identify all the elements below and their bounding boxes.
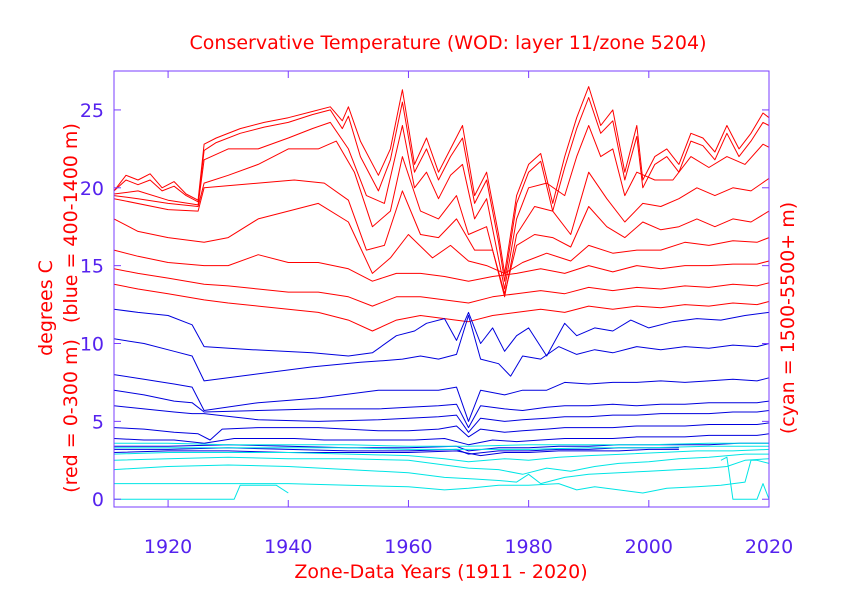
y-tick-label-10: 10	[80, 334, 104, 356]
plot-frame	[113, 70, 770, 508]
series-line-blue-4	[113, 389, 770, 429]
right-axis-label: (cyan = 1500-5500+ m)	[777, 202, 799, 434]
series-line-red-5	[113, 179, 770, 295]
x-tick-label-1960: 1960	[384, 536, 432, 558]
y-axis-label-split: (red = 0-300 m) (blue = 400-1400 m)	[60, 123, 82, 493]
series-line-cyan-2	[114, 445, 769, 450]
y-tick-label-20: 20	[80, 178, 104, 200]
series-line-blue-6	[113, 422, 770, 441]
series-line-cyan-8	[720, 456, 770, 500]
x-axis-label: Zone-Data Years (1911 - 2020)	[294, 561, 587, 583]
y-tick-label-0: 0	[92, 489, 104, 511]
x-tick-label-1920: 1920	[144, 536, 192, 558]
y-axis-label-red: (red = 0-300 m)	[60, 339, 82, 493]
series-line-cyan-6	[114, 459, 770, 494]
series-line-blue-1	[113, 308, 770, 357]
y-axis-label-blue: (blue = 400-1400 m)	[60, 123, 82, 323]
series-line-cyan-4	[113, 453, 769, 475]
y-tick-label-5: 5	[92, 411, 104, 433]
series-line-red-7	[113, 249, 770, 282]
series-line-red-2	[113, 97, 770, 282]
y-tick-label-15: 15	[80, 256, 104, 278]
series-line-blue-10	[113, 448, 679, 457]
series-line-red-9	[113, 283, 770, 332]
y-axis-label-units: degrees C	[35, 260, 57, 356]
series-line-blue-7	[113, 433, 770, 446]
series-line-cyan-7	[114, 484, 289, 500]
y-tick-label-25: 25	[80, 100, 104, 122]
series-line-red-4	[113, 140, 770, 298]
series-line-blue-2	[113, 315, 770, 382]
x-tick-label-2000: 2000	[625, 536, 673, 558]
series-line-red-1	[113, 86, 770, 274]
series-line-red-3	[113, 121, 770, 290]
series-line-blue-5	[113, 405, 770, 433]
x-tick-label-1940: 1940	[264, 536, 312, 558]
series-line-red-6	[113, 202, 770, 274]
series-line-blue-3	[113, 374, 770, 422]
x-tick-label-1980: 1980	[504, 536, 552, 558]
chart-title: Conservative Temperature (WOD: layer 11/…	[190, 32, 707, 54]
axis-ticks: 1920 1940 1960 1980 2000 2020 0 5 10 15 20 25	[80, 71, 793, 558]
plot-area	[113, 86, 770, 500]
series-line-blue-8	[114, 442, 769, 452]
x-tick-label-2020: 2020	[745, 536, 793, 558]
series-line-blue-9	[114, 447, 679, 455]
series-line-cyan-5	[113, 458, 770, 485]
series-line-cyan-1	[114, 442, 769, 447]
series-line-red-8	[113, 268, 770, 307]
series-line-cyan-3	[113, 448, 770, 463]
